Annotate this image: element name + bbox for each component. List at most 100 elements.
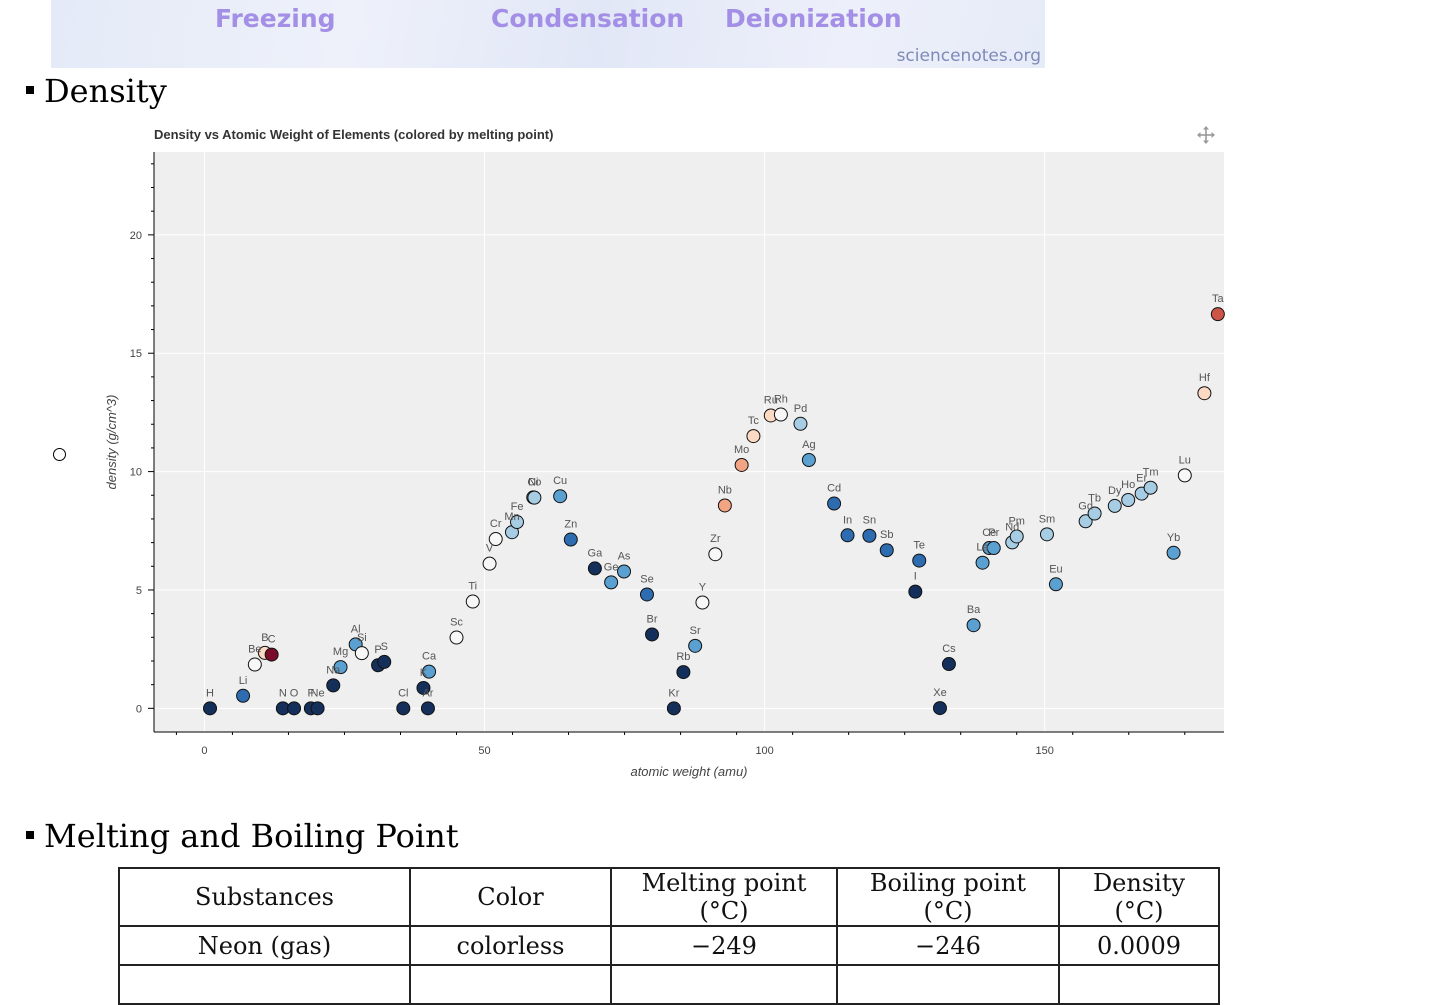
data-point-eu[interactable] bbox=[1048, 577, 1063, 592]
data-point-nb[interactable] bbox=[717, 498, 732, 513]
data-label-h: H bbox=[206, 687, 214, 699]
data-label-sc: Sc bbox=[450, 617, 463, 629]
data-point-mg[interactable] bbox=[333, 660, 348, 675]
pan-tool-icon[interactable] bbox=[1196, 125, 1216, 145]
data-point-xe[interactable] bbox=[932, 701, 947, 716]
x-axis-label: atomic weight (amu) bbox=[630, 764, 747, 779]
section-heading-melting-text: Melting and Boiling Point bbox=[44, 817, 459, 855]
data-point-rb[interactable] bbox=[676, 665, 691, 680]
data-point-pd[interactable] bbox=[793, 416, 808, 431]
data-label-mo: Mo bbox=[734, 444, 749, 456]
data-point-la[interactable] bbox=[975, 555, 990, 570]
table-cell: Neon (gas) bbox=[118, 925, 411, 966]
data-point-tb[interactable] bbox=[1087, 506, 1102, 521]
data-point-y[interactable] bbox=[695, 595, 710, 610]
data-point-ga[interactable] bbox=[587, 561, 602, 576]
data-label-p: P bbox=[374, 644, 381, 656]
data-point-li[interactable] bbox=[236, 688, 251, 703]
data-point-cr[interactable] bbox=[488, 532, 503, 547]
data-point-k[interactable] bbox=[416, 680, 431, 695]
data-point-ti[interactable] bbox=[465, 594, 480, 609]
data-point-dy[interactable] bbox=[1107, 498, 1122, 513]
data-point-lu[interactable] bbox=[1177, 468, 1192, 483]
table-row bbox=[118, 964, 1220, 1005]
data-point-se[interactable] bbox=[639, 587, 654, 602]
data-point-ba[interactable] bbox=[966, 618, 981, 633]
data-point-na[interactable] bbox=[326, 678, 341, 693]
data-point-kr[interactable] bbox=[666, 701, 681, 716]
data-point-in[interactable] bbox=[840, 528, 855, 543]
data-label-k: K bbox=[420, 667, 428, 679]
table-cell: 0.0009 bbox=[1058, 925, 1220, 966]
data-point-ne[interactable] bbox=[310, 701, 325, 716]
data-label-cu: Cu bbox=[553, 475, 567, 487]
data-label-yb: Yb bbox=[1167, 532, 1180, 544]
data-label-si: Si bbox=[357, 632, 367, 644]
table-cell bbox=[118, 964, 411, 1005]
data-point-as[interactable] bbox=[617, 564, 632, 579]
square-bullet-icon bbox=[26, 830, 34, 839]
data-point-hf[interactable] bbox=[1197, 386, 1212, 401]
data-point-tm[interactable] bbox=[1143, 480, 1158, 495]
data-label-ar: Ar bbox=[422, 687, 433, 699]
data-label-in: In bbox=[843, 514, 852, 526]
chart-title: Density vs Atomic Weight of Elements (co… bbox=[154, 127, 553, 142]
y-tick-label: 10 bbox=[130, 467, 142, 479]
data-point-zr[interactable] bbox=[708, 547, 723, 562]
data-point-fe[interactable] bbox=[510, 515, 525, 530]
data-point-cd[interactable] bbox=[827, 496, 842, 511]
data-label-al: Al bbox=[351, 623, 361, 635]
data-point-te[interactable] bbox=[912, 553, 927, 568]
data-point-sb[interactable] bbox=[879, 543, 894, 558]
data-point-pr[interactable] bbox=[986, 541, 1001, 556]
data-point-pm[interactable] bbox=[1009, 529, 1024, 544]
data-label-lu: Lu bbox=[1179, 454, 1191, 466]
column-header-color: Color bbox=[409, 867, 612, 927]
data-point-o[interactable] bbox=[287, 701, 302, 716]
data-label-c: C bbox=[268, 634, 276, 646]
x-tick-label: 0 bbox=[201, 745, 207, 757]
data-point-yb[interactable] bbox=[1166, 545, 1181, 560]
data-label-ca: Ca bbox=[422, 651, 437, 663]
data-point-be[interactable] bbox=[247, 657, 262, 672]
data-point-tc[interactable] bbox=[746, 429, 761, 444]
x-tick-label: 100 bbox=[755, 745, 773, 757]
data-point-co[interactable] bbox=[527, 490, 542, 505]
data-point-ho[interactable] bbox=[1121, 493, 1136, 507]
data-point-sr[interactable] bbox=[688, 638, 703, 653]
y-tick-label: 15 bbox=[130, 348, 142, 360]
data-label-se: Se bbox=[640, 573, 653, 585]
data-point-i[interactable] bbox=[908, 584, 923, 599]
data-point-sm[interactable] bbox=[1039, 527, 1054, 542]
data-point-v[interactable] bbox=[482, 556, 497, 571]
data-point-ar[interactable] bbox=[420, 701, 435, 716]
data-label-y: Y bbox=[699, 582, 707, 594]
data-point-rh[interactable] bbox=[773, 407, 788, 422]
data-point-cs[interactable] bbox=[941, 657, 956, 672]
data-point-ca[interactable] bbox=[422, 664, 437, 679]
data-point-ag[interactable] bbox=[801, 452, 816, 467]
data-point-mo[interactable] bbox=[734, 457, 749, 472]
data-point-zn[interactable] bbox=[563, 532, 578, 547]
data-point-ge[interactable] bbox=[604, 575, 619, 590]
data-point-si[interactable] bbox=[354, 646, 369, 661]
data-point-sn[interactable] bbox=[862, 528, 877, 543]
data-label-ti: Ti bbox=[468, 581, 477, 593]
square-bullet-icon bbox=[26, 85, 34, 94]
substances-table: Substances Color Melting point (°C) Boil… bbox=[118, 867, 1220, 1005]
data-point-cl[interactable] bbox=[396, 701, 411, 716]
x-tick-label: 50 bbox=[478, 745, 490, 757]
table-cell: −249 bbox=[610, 925, 838, 966]
data-point-gd[interactable] bbox=[1078, 514, 1093, 529]
data-point-br[interactable] bbox=[645, 627, 660, 642]
data-label-ba: Ba bbox=[967, 604, 981, 616]
density-scatter-chart[interactable]: 0 50 100 150 0 5 10 15 20 Density vs Atomic Weig… bbox=[100, 120, 1230, 790]
data-point-cu[interactable] bbox=[553, 489, 568, 504]
data-label-cd: Cd bbox=[827, 483, 841, 495]
data-point-s[interactable] bbox=[377, 654, 392, 669]
banner-site-credit: sciencenotes.org bbox=[896, 46, 1041, 66]
data-point-c[interactable] bbox=[264, 647, 279, 662]
data-point-h[interactable] bbox=[203, 701, 218, 716]
data-point-ta[interactable] bbox=[1210, 307, 1225, 322]
data-point-sc[interactable] bbox=[449, 630, 464, 645]
